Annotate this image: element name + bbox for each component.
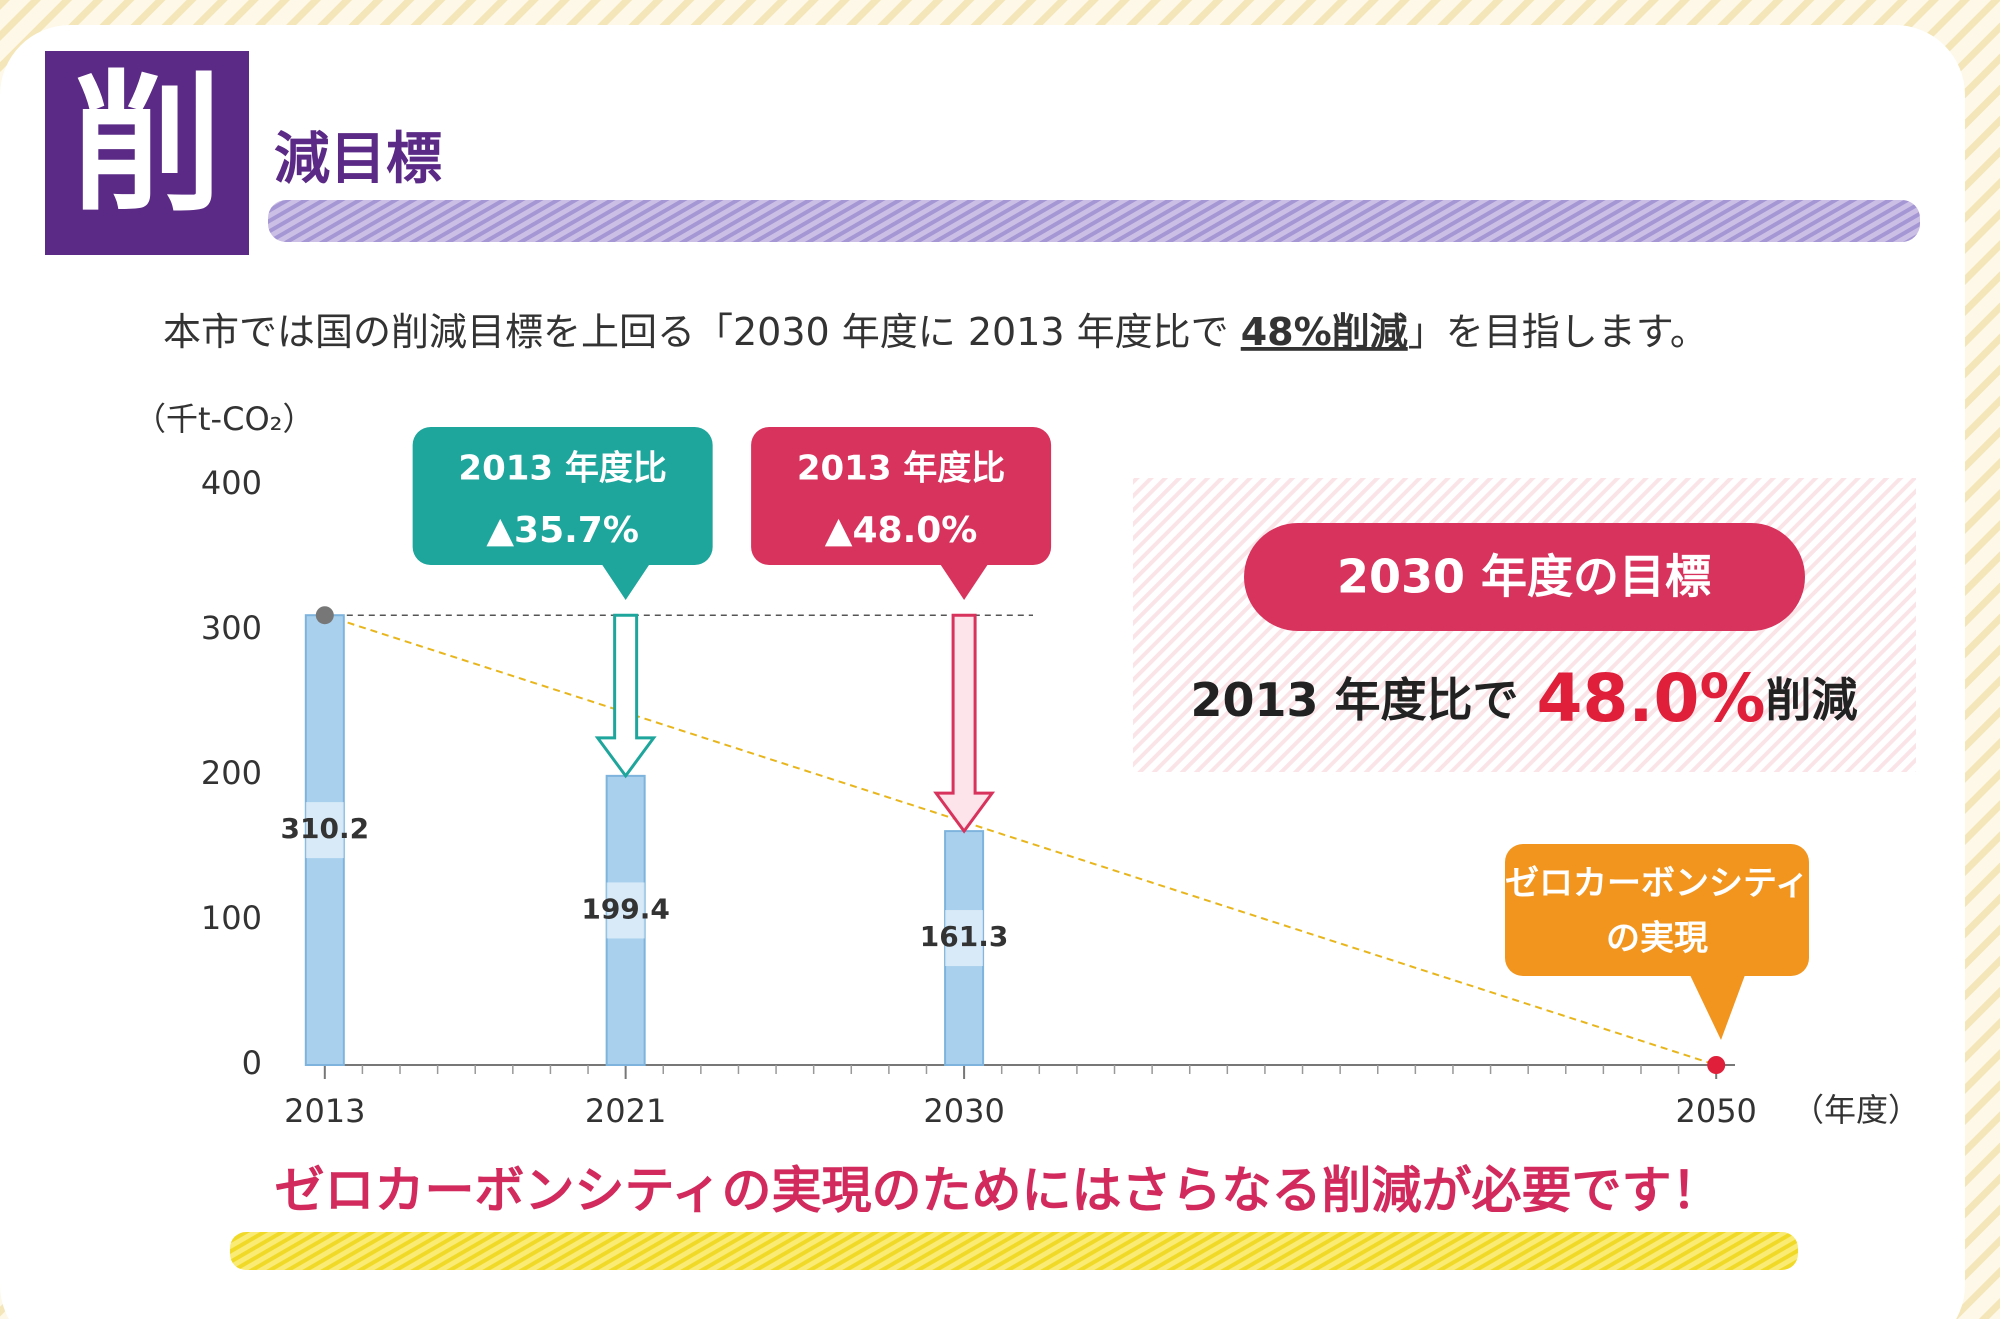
y-tick-label: 400 [201, 464, 262, 502]
plot: （千t-CO₂） （年度） 0 100 200 300 400 2013 2021 2030 205… [134, 400, 1920, 1130]
zero-callout-pointer [1690, 975, 1745, 1040]
end-point [1707, 1056, 1726, 1074]
y-tick-label: 0 [242, 1044, 262, 1082]
heading-icon-box [45, 51, 249, 255]
goal-after: 削減 [1766, 673, 1858, 727]
x-tick-label: 2030 [923, 1092, 1004, 1130]
value-label-band [606, 882, 645, 939]
x-axis-label: （年度） [1792, 1091, 1920, 1129]
intro-before: 本市では国の削減目標を上回る「2030 年度に 2013 年度比で [163, 310, 1241, 354]
y-tick-label: 100 [201, 899, 262, 937]
reduction-arrow [933, 613, 996, 834]
start-point [315, 606, 334, 625]
intro-after: 」を目指します。 [1408, 310, 1708, 354]
callout-box [751, 427, 1052, 565]
value-label: 161.3 [920, 920, 1009, 953]
callout-text: ▲48.0% [825, 510, 978, 551]
value-label: 310.2 [281, 812, 370, 845]
callout-text: ▲35.7% [486, 510, 639, 551]
heading-title: 減目標 [274, 127, 442, 192]
intro-emphasis: 48%削減 [1241, 310, 1408, 354]
goal-title: 2030 年度の目標 [1337, 550, 1711, 604]
callout-box [412, 427, 713, 565]
y-axis-label: （千t-CO₂） [134, 400, 314, 438]
goal-before: 2013 年度比で [1190, 673, 1518, 727]
x-tick-label: 2013 [284, 1092, 365, 1130]
x-tick-label: 2021 [585, 1092, 666, 1130]
goal-text: 2013 年度比で 48.0%削減 [1190, 660, 1857, 737]
panel [0, 25, 1965, 1319]
heading-underline [268, 200, 1920, 242]
heading-icon: 削 [72, 58, 222, 232]
y-tick-label: 200 [201, 754, 262, 792]
zero-line1: ゼロカーボンシティ [1505, 864, 1809, 904]
y-tick-label: 300 [201, 609, 262, 647]
footer-underline [230, 1232, 1798, 1270]
callout-pointer [601, 564, 650, 600]
zero-callout [1505, 844, 1809, 976]
value-label-band [305, 802, 344, 859]
zero-line2: の実現 [1606, 919, 1708, 959]
value-label: 199.4 [581, 892, 670, 925]
callout-title: 2013 年度比 [797, 449, 1005, 489]
goal-pill [1244, 523, 1805, 631]
reduction-arrow [594, 613, 657, 779]
callout-pointer [940, 564, 989, 600]
trend-line [324, 614, 1717, 1066]
value-label-band [945, 910, 984, 967]
intro-text: 本市では国の削減目標を上回る「2030 年度に 2013 年度比で 48%削減」… [163, 310, 1708, 354]
callout-title: 2013 年度比 [458, 449, 666, 489]
goal-value: 48.0% [1537, 660, 1766, 737]
x-tick-label: 2050 [1675, 1092, 1756, 1130]
footer-message: ゼロカーボンシティの実現のためにはさらなる削減が必要です！ [275, 1162, 1722, 1220]
